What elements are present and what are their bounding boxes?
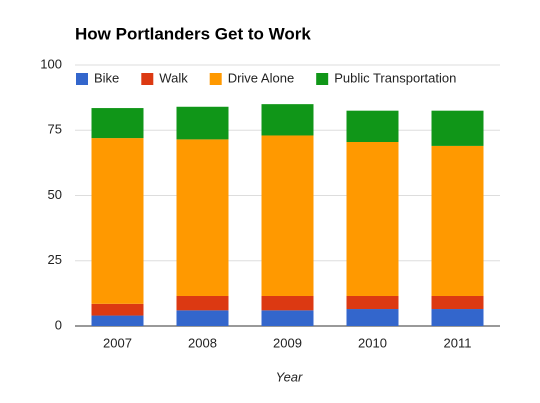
bar-segment <box>346 309 399 326</box>
x-axis-label: Year <box>276 369 303 384</box>
bar-segment <box>431 110 484 146</box>
bar-segment <box>431 145 484 296</box>
bar-segment <box>91 315 144 326</box>
bar-segment <box>346 141 399 296</box>
legend-label: Walk <box>159 70 188 85</box>
bar-segment <box>91 303 144 316</box>
x-tick-label: 2010 <box>358 335 387 350</box>
bar-segment <box>176 310 229 326</box>
bar-segment <box>346 110 399 142</box>
bar-segment <box>431 295 484 310</box>
legend-swatch <box>209 73 222 85</box>
x-tick-label: 2011 <box>444 335 472 350</box>
y-tick-label: 50 <box>48 187 62 202</box>
bar-segment <box>176 139 229 296</box>
legend-label: Drive Alone <box>228 70 294 85</box>
bar-segment <box>91 138 144 304</box>
bar-segment <box>346 295 399 310</box>
x-tick-label: 2008 <box>188 335 217 350</box>
legend-swatch <box>141 73 154 85</box>
bar-segment <box>261 104 314 136</box>
legend-label: Public Transportation <box>334 70 456 85</box>
y-tick-label: 0 <box>55 317 62 332</box>
bar-segment <box>176 295 229 311</box>
x-tick-label: 2007 <box>103 335 132 350</box>
chart-title: How Portlanders Get to Work <box>75 24 311 43</box>
bar-segment <box>261 295 314 311</box>
bar-segment <box>261 310 314 326</box>
x-tick-label: 2009 <box>273 335 302 350</box>
legend-swatch <box>76 73 88 85</box>
bar-segment <box>261 135 314 296</box>
bar-segment <box>431 309 484 326</box>
legend-swatch <box>316 73 329 85</box>
legend-label: Bike <box>94 70 119 85</box>
bar-segment <box>176 106 229 140</box>
y-tick-label: 25 <box>48 252 62 267</box>
y-tick-label: 100 <box>40 56 62 71</box>
y-tick-label: 75 <box>48 122 62 137</box>
bar-segment <box>91 108 144 139</box>
